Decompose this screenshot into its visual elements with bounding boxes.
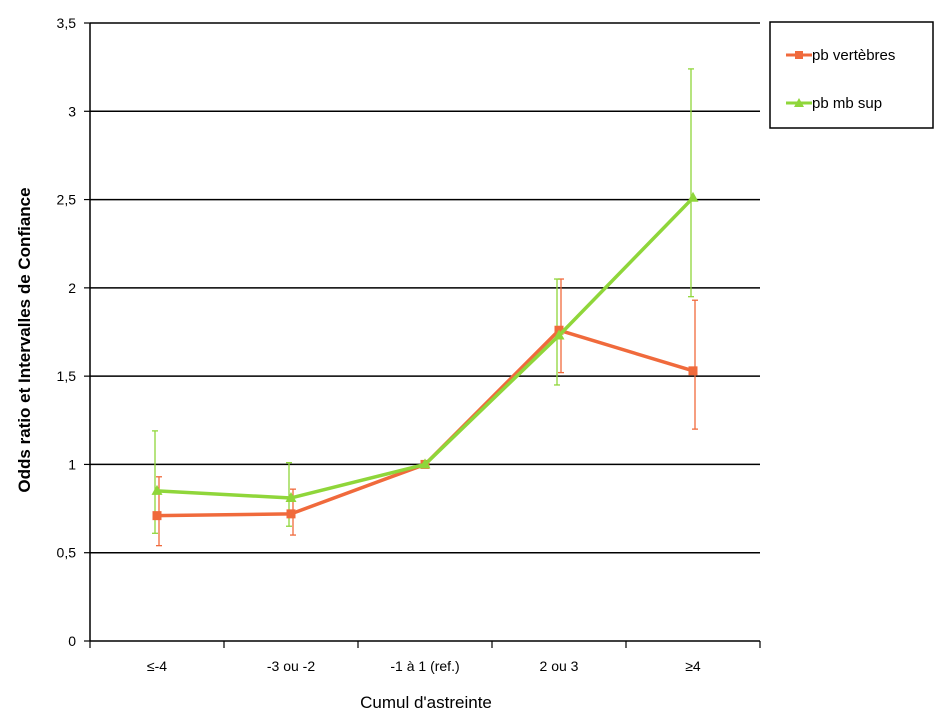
x-tick-label: -1 à 1 (ref.) (390, 658, 459, 674)
x-axis: ≤-4 -3 ou -2 -1 à 1 (ref.) 2 ou 3 ≥4 (89, 640, 761, 674)
y-tick-label: 0,5 (57, 545, 77, 561)
legend: pb vertèbres pb mb sup (769, 21, 934, 129)
x-axis-title: Cumul d'astreinte (360, 693, 492, 712)
y-tick-label: 2,5 (57, 192, 77, 208)
point-pb-vert-bres (286, 509, 296, 519)
gridlines (90, 22, 760, 554)
point-pb-mb-sup (553, 329, 565, 340)
point-pb-mb-sup (687, 191, 699, 202)
error-bars (152, 68, 698, 547)
y-tick-label: 0 (68, 633, 76, 649)
legend-marker-pb-vertebres (795, 51, 803, 59)
x-tick-label: 2 ou 3 (540, 658, 579, 674)
x-tick-label: -3 ou -2 (267, 658, 315, 674)
series-lines (151, 191, 699, 521)
y-axis-title: Odds ratio et Intervalles de Confiance (15, 187, 34, 492)
y-tick-label: 1,5 (57, 368, 77, 384)
x-tick-label: ≥4 (685, 658, 701, 674)
legend-marker-pb-mb-sup (794, 98, 804, 107)
x-tick-label: ≤-4 (147, 658, 167, 674)
y-axis: 0 0,5 1 1,5 2 2,5 3 3,5 (57, 15, 91, 649)
y-tick-label: 2 (68, 280, 76, 296)
point-pb-vert-bres (688, 366, 698, 376)
y-tick-label: 1 (68, 456, 76, 472)
y-tick-label: 3,5 (57, 15, 77, 31)
point-pb-mb-sup (151, 484, 163, 495)
legend-label-pb-vertebres: pb vertèbres (812, 47, 895, 64)
point-pb-vert-bres (152, 511, 162, 521)
series-line-pb-vert-bres (156, 328, 694, 518)
point-pb-mb-sup (419, 458, 431, 469)
legend-box (769, 21, 934, 129)
y-tick-label: 3 (68, 103, 76, 119)
point-pb-mb-sup (285, 491, 297, 502)
legend-label-pb-mb-sup: pb mb sup (812, 95, 882, 112)
